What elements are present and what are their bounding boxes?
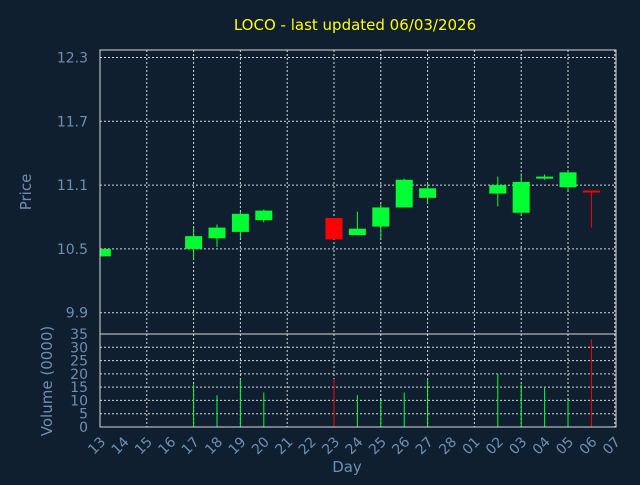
day-tick-label: 14: [109, 434, 133, 458]
day-tick-label: 02: [483, 434, 507, 458]
chart-title: LOCO - last updated 06/03/2026: [234, 16, 476, 34]
day-tick-label: 17: [179, 434, 203, 458]
day-tick-label: 15: [132, 434, 156, 458]
day-tick-label: 24: [343, 434, 367, 458]
price-tick-label: 11.7: [57, 114, 88, 130]
volume-tick-label: 25: [70, 354, 88, 370]
day-tick-label: 18: [202, 434, 226, 458]
price-candles: [100, 171, 600, 260]
candle-body: [100, 248, 111, 257]
candle-body: [419, 188, 437, 198]
price-axis-label: Price: [17, 174, 35, 211]
day-tick-label: 20: [249, 434, 273, 458]
volume-tick-label: 15: [70, 380, 88, 396]
candle-body: [185, 236, 203, 249]
candle-body: [512, 181, 530, 213]
price-grid: [100, 50, 616, 334]
candle-body: [208, 227, 226, 239]
candle-body: [395, 179, 413, 208]
day-tick-label: 23: [319, 434, 343, 458]
volume-grid: [100, 333, 616, 428]
candle-body: [255, 210, 273, 221]
day-tick-label: 03: [506, 434, 530, 458]
day-axis-label: Day: [332, 458, 362, 476]
day-tick-label: 04: [530, 434, 554, 458]
candle-body: [325, 218, 343, 240]
price-tick-labels: 12.3 11.7 11.1 10.5 9.9: [57, 50, 88, 321]
day-tick-label: 21: [272, 434, 296, 458]
price-tick-label: 9.9: [66, 306, 88, 322]
day-tick-label: 19: [226, 434, 250, 458]
day-tick-label: 07: [600, 434, 624, 458]
candle-body: [348, 228, 366, 236]
day-tick-label: 13: [85, 434, 109, 458]
volume-bars: [193, 339, 592, 427]
volume-tick-label: 10: [70, 393, 88, 409]
candle-body: [489, 185, 507, 194]
volume-tick-label: 0: [79, 420, 88, 436]
volume-tick-label: 35: [70, 327, 88, 343]
day-tick-label: 28: [436, 434, 460, 458]
day-tick-label: 26: [389, 434, 413, 458]
price-tick-label: 11.1: [57, 178, 88, 194]
candle-body: [559, 172, 577, 188]
candle-body: [372, 207, 390, 227]
volume-axis-label: Volume (0000): [38, 326, 56, 436]
price-tick-label: 12.3: [57, 50, 88, 66]
day-tick-label: 01: [460, 434, 484, 458]
day-tick-label: 25: [366, 434, 390, 458]
volume-panel-frame: [99, 333, 617, 428]
day-tick-label: 06: [577, 434, 601, 458]
volume-tick-label: 30: [70, 340, 88, 356]
day-tick-label: 27: [413, 434, 437, 458]
volume-tick-label: 5: [79, 407, 88, 423]
day-tick-label: 05: [553, 434, 577, 458]
volume-tick-label: 20: [70, 367, 88, 383]
day-tick-label: 22: [296, 434, 320, 458]
day-tick-labels: 13 14 15 16 17 18 19 20 21 22 23 24 25 26 27 28 01 02 03 04…: [85, 434, 624, 458]
candle-body: [231, 213, 249, 232]
price-panel-frame: [99, 49, 617, 335]
day-tick-label: 16: [155, 434, 179, 458]
price-tick-label: 10.5: [57, 242, 88, 258]
